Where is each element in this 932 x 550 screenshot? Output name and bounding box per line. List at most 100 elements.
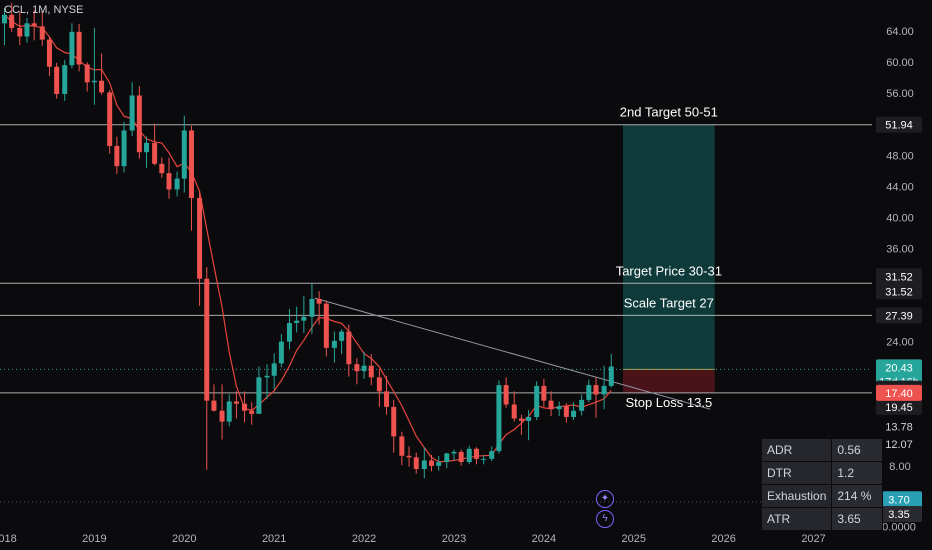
badge-51-94: 51.94 — [885, 120, 913, 132]
badge-27-39: 27.39 — [885, 310, 913, 322]
candle-body — [444, 453, 450, 462]
candle-body — [181, 130, 187, 179]
badge-19-45-bg — [876, 398, 922, 415]
candle-body — [563, 406, 569, 417]
candle-body — [159, 163, 165, 174]
candle-body — [39, 26, 45, 40]
candle-body — [129, 95, 135, 131]
candle-body — [316, 298, 322, 304]
candle-body — [451, 451, 457, 454]
price-tick-label: 56.00 — [886, 88, 914, 100]
time-tick-label: 2023 — [442, 533, 466, 545]
candle-body — [114, 145, 120, 167]
badge-zero: 0.0000 — [882, 521, 916, 533]
candle-body — [571, 410, 577, 417]
price-tick-label: 44.00 — [886, 181, 914, 193]
stats-row-atr: ATR 3.65 — [760, 507, 884, 531]
candle-body — [264, 375, 270, 378]
candle-body — [188, 130, 194, 198]
candle-body — [391, 406, 397, 437]
stats-row-adr: ADR 0.56 — [760, 438, 884, 462]
level-label: Target Price 30-31 — [616, 263, 722, 278]
price-tick-label: 64.00 — [886, 26, 914, 38]
badge-31-52a-bg — [876, 268, 922, 285]
candle-body — [24, 23, 30, 37]
candle-body — [608, 366, 614, 386]
candle-body — [466, 448, 472, 462]
time-tick-label: 2025 — [622, 533, 646, 545]
candle-body — [548, 400, 554, 410]
badge-3-35-bg — [876, 506, 922, 523]
candle-body — [346, 331, 352, 365]
badge-3-35: 3.35 — [888, 509, 909, 521]
candle-body — [339, 331, 345, 341]
candle-body — [204, 278, 210, 401]
candle-body — [331, 340, 337, 348]
candle-body — [579, 399, 585, 411]
candle-body — [249, 410, 255, 414]
time-tick-label: 2027 — [801, 533, 825, 545]
candle-body — [136, 95, 142, 153]
candle-body — [496, 385, 502, 452]
stat-value: 3.65 — [831, 507, 884, 531]
candle-body — [556, 406, 562, 410]
candle-body — [174, 178, 180, 190]
price-tick-label: 24.00 — [886, 337, 914, 349]
candle-body — [429, 460, 435, 466]
candle-body — [76, 31, 82, 65]
time-tick-label: 2018 — [0, 533, 17, 545]
time-tick-label: 2020 — [172, 533, 196, 545]
candle-body — [294, 320, 300, 324]
stat-value: 214 % — [831, 484, 884, 508]
symbol-label: CCL, 1M, NYSE — [4, 4, 84, 16]
candle-body — [399, 436, 405, 456]
candle-body — [54, 66, 60, 94]
candle-body — [384, 391, 390, 407]
badge-12-07: 12.07 — [885, 439, 913, 451]
candle-body — [526, 416, 532, 421]
price-tick-label: 40.00 — [886, 212, 914, 224]
candle-body — [152, 142, 158, 164]
candle-body — [286, 323, 292, 342]
candle-body — [601, 385, 607, 395]
candle-body — [69, 31, 75, 66]
candle-body — [91, 80, 97, 83]
badge-31-52b-bg — [876, 283, 922, 300]
badge-51-94-bg — [876, 116, 922, 133]
stat-label: DTR — [760, 461, 833, 485]
moving-average-line — [4, 14, 612, 463]
candle-body — [518, 418, 524, 421]
candle-body — [271, 363, 277, 376]
candle-body — [46, 39, 52, 67]
badge-13-78: 13.78 — [885, 421, 913, 433]
candle-body — [361, 365, 367, 372]
stop-price-badge-bg — [876, 384, 922, 401]
time-tick-label: 2026 — [711, 533, 735, 545]
badge-27-39-bg — [876, 307, 922, 324]
atr-badge-bg — [876, 491, 922, 508]
sparkle-icon[interactable]: ✦ — [596, 490, 614, 508]
candle-body — [541, 385, 547, 401]
price-tick-label: 60.00 — [886, 57, 914, 69]
candle-body — [503, 385, 509, 405]
lightning-icon[interactable]: ϟ — [596, 510, 614, 528]
candle-body — [436, 462, 442, 466]
stat-value: 0.56 — [831, 438, 884, 462]
candle-body — [473, 448, 479, 459]
candle-body — [99, 80, 105, 93]
target-zone — [622, 124, 715, 370]
stats-table: ADR 0.56 DTR 1.2 Exhaustion 214 % ATR 3.65 — [760, 438, 884, 531]
candle-body — [368, 365, 374, 378]
stats-row-dtr: DTR 1.2 — [760, 461, 884, 485]
stat-label: Exhaustion — [760, 484, 833, 508]
candle-body — [9, 14, 15, 28]
stop-price-badge: 17.40 — [885, 388, 913, 400]
time-tick-label: 2021 — [262, 533, 286, 545]
candle-body — [107, 92, 113, 146]
candle-body — [481, 458, 487, 460]
level-label: Stop Loss 13.5 — [625, 395, 712, 410]
candle-body — [84, 64, 90, 83]
candle-body — [121, 130, 127, 167]
